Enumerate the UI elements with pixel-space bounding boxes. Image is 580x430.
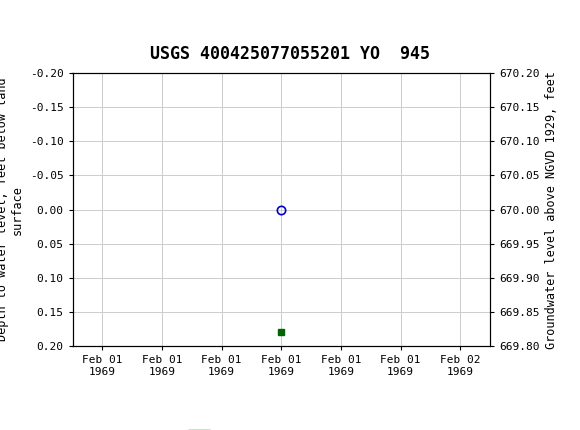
- Text: USGS: USGS: [64, 10, 124, 29]
- Legend: Period of approved data: Period of approved data: [184, 425, 379, 430]
- Y-axis label: Groundwater level above NGVD 1929, feet: Groundwater level above NGVD 1929, feet: [545, 71, 558, 349]
- Y-axis label: Depth to water level, feet below land
surface: Depth to water level, feet below land su…: [0, 78, 24, 341]
- Text: USGS 400425077055201 YO  945: USGS 400425077055201 YO 945: [150, 45, 430, 63]
